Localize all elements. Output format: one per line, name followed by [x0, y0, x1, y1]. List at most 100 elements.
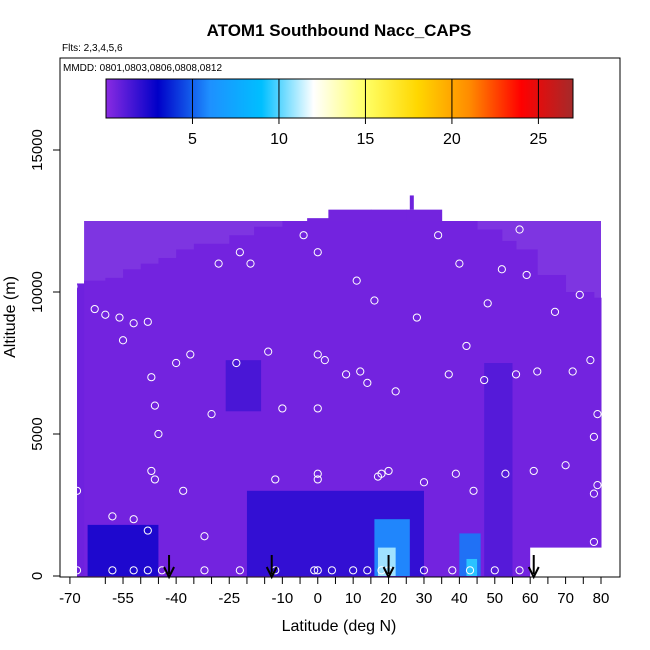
heatmap-cell: [409, 195, 414, 210]
sample-point: [143, 566, 152, 575]
x-tick-label: -25: [218, 590, 240, 607]
colorbar-tick-label: 15: [357, 131, 375, 148]
sample-point: [412, 313, 421, 322]
sample-point: [264, 347, 273, 356]
sample-point: [154, 429, 163, 439]
heatmap-cells: [77, 195, 609, 577]
sample-point: [200, 566, 209, 575]
sample-point: [349, 566, 358, 575]
x-axis: -70 -55 -40 -25 -10 0 10 20 30 40 50 60 70 80: [59, 577, 609, 607]
x-tick-label: 40: [451, 590, 468, 607]
colorbar: 5 10 15 20 25: [105, 78, 574, 148]
sample-point: [589, 489, 599, 498]
x-axis-label: Latitude (deg N): [282, 618, 397, 635]
sample-point: [90, 304, 99, 314]
sample-point: [455, 259, 464, 268]
sample-point: [515, 566, 524, 575]
sample-point: [593, 549, 602, 558]
heatmap-cell: [484, 363, 513, 576]
sample-point: [391, 387, 400, 396]
sample-point: [150, 401, 159, 410]
sample-point: [327, 566, 337, 575]
sample-point: [363, 378, 372, 387]
sample-point: [147, 373, 156, 382]
sample-point: [72, 486, 82, 495]
sample-point: [246, 259, 255, 268]
sample-point: [515, 225, 524, 234]
sample-point: [313, 475, 322, 484]
sample-point: [118, 336, 128, 345]
sample-point: [490, 566, 499, 575]
x-tick-label: 70: [557, 590, 574, 607]
sample-point: [129, 566, 138, 575]
sample-point: [129, 515, 138, 524]
y-axis: 0 5000 10000 15000: [29, 129, 60, 580]
x-tick-label: -10: [272, 590, 294, 607]
sample-point: [186, 350, 195, 359]
sample-points: [69, 225, 602, 575]
sample-point: [529, 466, 538, 476]
sample-point: [313, 566, 322, 575]
sample-point: [589, 432, 599, 441]
colorbar-tick-label: 10: [270, 131, 288, 148]
sample-point: [511, 370, 521, 379]
chart-title: ATOM1 Southbound Nacc_CAPS: [207, 21, 472, 40]
sample-point: [469, 486, 478, 495]
x-tick-label: -40: [165, 590, 187, 607]
sample-point: [356, 367, 365, 376]
sample-point: [522, 270, 531, 280]
heatmap-cell: [225, 360, 262, 412]
sample-point: [501, 469, 510, 478]
sample-point: [550, 307, 560, 316]
sample-point: [143, 526, 152, 535]
sample-point: [150, 475, 159, 484]
sample-point: [313, 350, 322, 359]
sample-point: [462, 341, 471, 351]
heatmap-empty-cell: [530, 547, 609, 577]
sample-point: [108, 512, 117, 521]
sample-point: [108, 566, 117, 575]
sample-point: [589, 537, 599, 547]
sample-point: [313, 248, 322, 257]
flights-subtitle: Flts: 2,3,4,5,6: [62, 43, 123, 54]
sample-point: [172, 358, 181, 368]
sample-point: [207, 410, 216, 419]
sample-point: [129, 319, 138, 328]
sample-point: [214, 259, 223, 268]
sample-point: [448, 566, 457, 575]
colorbar-tick-label: 5: [188, 131, 197, 148]
sample-point: [101, 310, 110, 319]
sample-point: [480, 375, 489, 385]
colorbar-tick-label: 20: [443, 131, 461, 148]
x-tick-label: 60: [522, 590, 539, 607]
sample-point: [310, 566, 319, 575]
sample-point: [465, 566, 475, 575]
sample-point: [384, 466, 393, 476]
sample-point: [200, 532, 209, 541]
sample-point: [299, 231, 308, 240]
sample-point: [533, 367, 542, 376]
sample-point: [313, 469, 322, 478]
sample-point: [115, 313, 124, 322]
sample-point: [561, 461, 570, 470]
colorbar-bar: [105, 78, 574, 119]
sample-point: [341, 370, 351, 379]
sample-point: [444, 370, 453, 379]
sample-point: [235, 248, 244, 257]
sample-point: [497, 265, 506, 274]
sample-point: [278, 404, 287, 413]
sample-point: [147, 466, 156, 476]
plot-frame: [59, 57, 621, 578]
y-tick-label: 0: [29, 572, 46, 580]
sample-point: [593, 410, 602, 419]
x-tick-label: -70: [59, 590, 81, 607]
x-tick-label: 0: [314, 590, 322, 607]
sample-point: [352, 276, 361, 285]
x-tick-label: 50: [486, 590, 503, 607]
dates-subtitle: MMDD: 0801,0803,0806,0808,0812: [63, 63, 222, 74]
sample-point: [419, 566, 429, 575]
sample-point: [451, 469, 460, 478]
y-tick-label: 5000: [29, 417, 46, 450]
y-tick-label: 15000: [29, 129, 46, 171]
sample-point: [232, 358, 241, 368]
